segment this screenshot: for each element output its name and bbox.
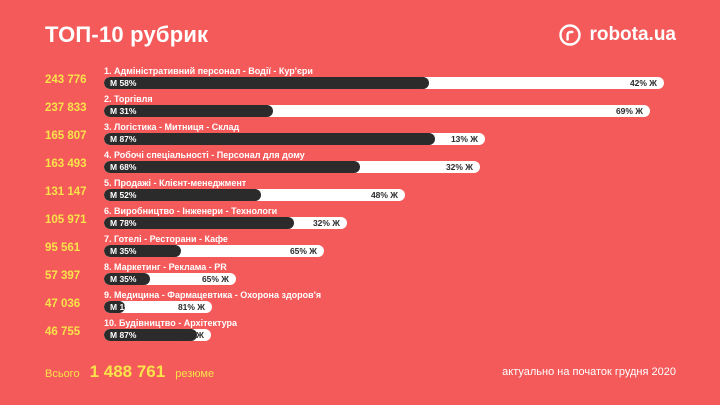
category-label: 10. Будівництво - Архітектура (104, 318, 238, 328)
female-share-label: 48% Ж (370, 190, 398, 200)
category-label: 8. Маркетинг - Реклама - PR (104, 262, 227, 272)
total-summary: Всього 1 488 761 резюме (45, 362, 214, 382)
chart-row: 95 561 7. Готелі - Ресторани - Кафе М 35% 6… (0, 234, 720, 262)
male-share-bar (104, 217, 294, 229)
total-unit: резюме (175, 368, 215, 380)
total-bar: М 35% 65% Ж (104, 245, 324, 257)
female-share-label: 32% Ж (312, 218, 340, 228)
r-logo-icon (559, 24, 582, 46)
category-label: 5. Продажі - Клієнт-менеджмент (104, 178, 247, 188)
male-share-bar (104, 161, 360, 173)
category-label: 6. Виробництво - Інженери - Технологи (104, 206, 278, 216)
male-share-bar (104, 245, 181, 257)
chart-row: 165 807 3. Логістика - Митниця - Склад М 8… (0, 122, 720, 150)
chart-row: 163 493 4. Робочі спеціальності - Персона… (0, 150, 720, 178)
female-share-label: 65% Ж (289, 246, 317, 256)
category-label: 4. Робочі спеціальності - Персонал для д… (104, 150, 305, 160)
chart-row: 237 833 2. Торгівля М 31% 69% Ж (0, 94, 720, 122)
male-share-bar (104, 189, 261, 201)
resume-count: 163 493 (45, 158, 87, 170)
category-label: 9. Медицина - Фармацевтика - Охорона здо… (104, 290, 322, 300)
male-share-label: М 87% (110, 330, 137, 340)
total-bar: М 52% 48% Ж (104, 189, 405, 201)
male-share-label: М 35% (110, 246, 137, 256)
male-share-bar (104, 105, 273, 117)
total-label: Всього (45, 368, 80, 380)
female-share-label: 81% Ж (177, 302, 205, 312)
male-share-label: М 58% (110, 78, 137, 88)
male-share-bar (104, 273, 150, 285)
male-share-bar (104, 133, 435, 145)
resume-count: 105 971 (45, 214, 87, 226)
brand-name: robota.ua (589, 24, 676, 45)
category-label: 3. Логістика - Митниця - Склад (104, 122, 240, 132)
female-share-label: 42% Ж (629, 78, 657, 88)
date-note: актуально на початок грудня 2020 (502, 366, 676, 378)
category-label: 2. Торгівля (104, 94, 153, 104)
resume-count: 131 147 (45, 186, 87, 198)
chart-row: 131 147 5. Продажі - Клієнт-менеджмент М 5… (0, 178, 720, 206)
page-title: ТОП-10 рубрик (45, 22, 209, 47)
male-share-label: М 87% (110, 134, 137, 144)
chart-row: 57 397 8. Маркетинг - Реклама - PR М 35% 65… (0, 262, 720, 290)
resume-count: 47 036 (45, 298, 81, 310)
resume-count: 165 807 (45, 130, 87, 142)
resume-count: 243 776 (45, 74, 87, 86)
male-share-label: М 68% (110, 162, 137, 172)
category-label: 1. Адміністративний персонал - Водії - К… (104, 66, 313, 76)
female-share-label: 13% Ж (450, 134, 478, 144)
total-bar: М 19% 81% Ж (104, 301, 212, 313)
female-share-label: 32% Ж (445, 162, 473, 172)
male-share-bar (104, 329, 197, 341)
chart-row: 46 755 10. Будівництво - Архітектура М 87%… (0, 318, 720, 346)
male-share-label: М 78% (110, 218, 137, 228)
female-share-label: 65% Ж (201, 274, 229, 284)
total-value: 1 488 761 (89, 362, 166, 381)
male-share-label: М 35% (110, 274, 137, 284)
male-share-bar (104, 301, 125, 313)
male-share-label: М 52% (110, 190, 137, 200)
male-share-bar (104, 77, 429, 89)
female-share-label: 69% Ж (615, 106, 643, 116)
chart-row: 243 776 1. Адміністративний персонал - Во… (0, 66, 720, 94)
female-share-label: 13% Ж (176, 330, 204, 340)
resume-count: 95 561 (45, 242, 81, 254)
resume-count: 57 397 (45, 270, 81, 282)
total-bar: М 68% 32% Ж (104, 161, 480, 173)
category-label: 7. Готелі - Ресторани - Кафе (104, 234, 228, 244)
total-bar: М 35% 65% Ж (104, 273, 236, 285)
male-share-label: М 31% (110, 106, 137, 116)
total-bar: М 58% 42% Ж (104, 77, 664, 89)
total-bar: М 31% 69% Ж (104, 105, 650, 117)
male-share-label: М 19% (110, 302, 137, 312)
chart-row: 47 036 9. Медицина - Фармацевтика - Охоро… (0, 290, 720, 318)
resume-count: 237 833 (45, 102, 87, 114)
total-bar: М 78% 32% Ж (104, 217, 347, 229)
total-bar: М 87% 13% Ж (104, 329, 211, 341)
brand-logo: robota.ua (559, 24, 676, 46)
chart-row: 105 971 6. Виробництво - Інженери - Техно… (0, 206, 720, 234)
total-bar: М 87% 13% Ж (104, 133, 485, 145)
resume-count: 46 755 (45, 326, 81, 338)
